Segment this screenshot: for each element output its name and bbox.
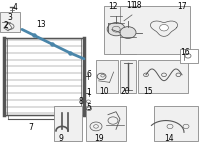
Text: 2: 2: [3, 21, 8, 30]
Circle shape: [87, 107, 91, 111]
Bar: [54, 106, 82, 141]
Text: 16: 16: [180, 48, 190, 57]
Circle shape: [107, 22, 125, 36]
Bar: [0, 12, 20, 32]
Circle shape: [160, 25, 168, 31]
Text: 7: 7: [29, 123, 33, 132]
Bar: [138, 60, 188, 93]
Text: 18: 18: [132, 1, 142, 10]
Text: 11: 11: [126, 1, 136, 10]
Bar: [104, 6, 136, 54]
Bar: [86, 106, 126, 141]
Text: 13: 13: [36, 20, 46, 30]
Bar: [180, 49, 198, 63]
Bar: [96, 60, 118, 93]
Bar: [120, 60, 136, 93]
Text: 6: 6: [87, 70, 91, 80]
Text: 1: 1: [87, 88, 91, 97]
Circle shape: [86, 100, 90, 103]
Text: 12: 12: [108, 2, 118, 11]
Bar: [154, 106, 198, 141]
Text: 14: 14: [164, 134, 174, 143]
Circle shape: [120, 27, 136, 39]
Text: 5: 5: [87, 103, 91, 112]
Text: 9: 9: [59, 134, 63, 143]
Text: 4: 4: [13, 3, 17, 12]
Text: 3: 3: [8, 13, 12, 22]
Text: 20: 20: [120, 87, 130, 96]
Text: 19: 19: [94, 134, 104, 143]
Text: 10: 10: [100, 87, 109, 96]
Bar: [120, 6, 190, 54]
Text: 8: 8: [79, 97, 83, 106]
Bar: [4, 38, 84, 115]
Text: 17: 17: [177, 2, 187, 11]
Text: 15: 15: [143, 87, 153, 96]
